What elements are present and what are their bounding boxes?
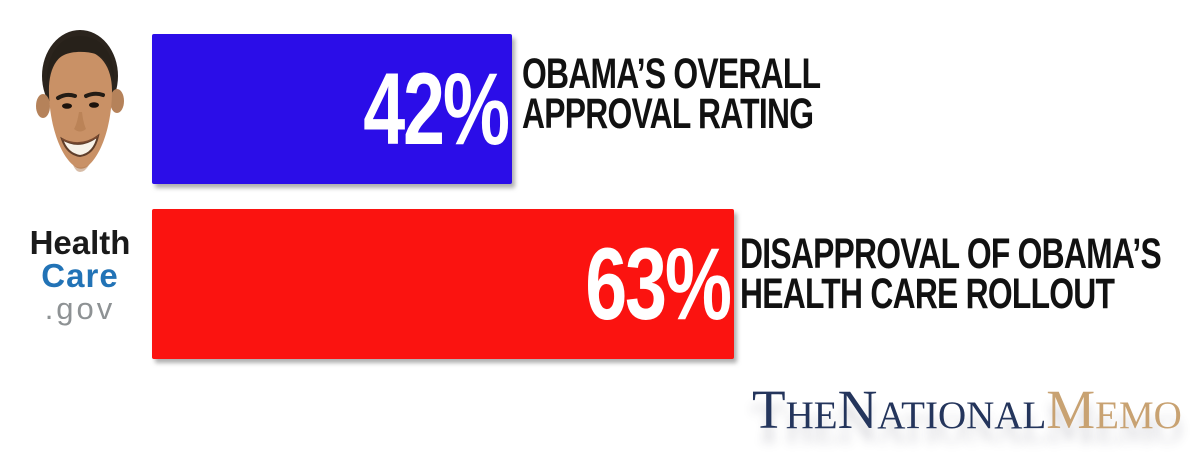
healthcare-logo-gov: .gov (44, 291, 116, 326)
approval-category-label: OBAMA’S OVERALL APPROVAL RATING (522, 50, 821, 138)
approval-label-line2: APPROVAL RATING (522, 90, 814, 138)
national-memo-logo: TheNationalMemo (752, 382, 1188, 437)
disapproval-bar: 63% (152, 209, 734, 359)
disapproval-category-label: DISAPPROVAL OF OBAMA’S HEALTH CARE ROLLO… (740, 230, 1162, 318)
obama-face-image (28, 24, 132, 180)
approval-value-label: 42% (363, 52, 510, 166)
obama-face-icon (36, 30, 124, 172)
approval-bar: 42% (152, 34, 512, 184)
national-memo-logo-part2: Memo (1046, 379, 1182, 440)
disapproval-label-line2: HEALTH CARE ROLLOUT (740, 270, 1115, 318)
healthcare-gov-logo: Health Care .gov (10, 226, 150, 325)
healthcare-logo-care: Care (41, 257, 119, 294)
disapproval-value-label: 63% (585, 227, 732, 341)
healthcare-logo-health: Health (29, 224, 131, 261)
approval-label-line1: OBAMA’S OVERALL (522, 50, 821, 98)
disapproval-label-line1: DISAPPROVAL OF OBAMA’S (740, 230, 1162, 278)
national-memo-logo-part1: TheNational (752, 379, 1047, 440)
